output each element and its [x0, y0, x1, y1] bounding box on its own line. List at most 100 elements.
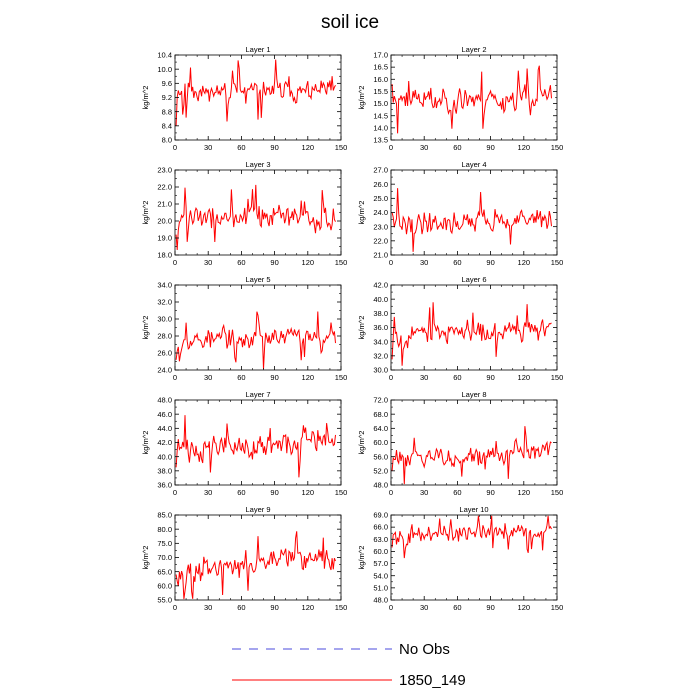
- panel-title: Layer 6: [461, 275, 486, 284]
- x-tick-label: 0: [173, 488, 177, 497]
- y-axis-label: kg/m^2: [141, 316, 150, 340]
- y-tick-label: 60.0: [373, 547, 388, 556]
- series-line-1850-149: [391, 515, 552, 559]
- x-tick-label: 30: [420, 373, 428, 382]
- y-tick-label: 55.0: [157, 596, 172, 605]
- y-tick-label: 10.0: [157, 65, 172, 74]
- x-tick-label: 90: [486, 603, 494, 612]
- y-tick-label: 42.0: [373, 281, 388, 290]
- series-line-1850-149: [175, 184, 336, 251]
- y-axis-label: kg/m^2: [357, 431, 366, 455]
- y-tick-label: 57.0: [373, 559, 388, 568]
- x-tick-label: 90: [270, 603, 278, 612]
- y-tick-label: 80.0: [157, 525, 172, 534]
- x-tick-label: 90: [486, 258, 494, 267]
- y-tick-label: 16.0: [373, 75, 388, 84]
- x-tick-label: 150: [335, 143, 348, 152]
- x-tick-label: 150: [335, 373, 348, 382]
- y-tick-label: 32.0: [157, 298, 172, 307]
- x-tick-label: 120: [518, 603, 531, 612]
- x-tick-label: 0: [389, 373, 393, 382]
- y-tick-label: 54.0: [373, 571, 388, 580]
- x-tick-label: 30: [204, 603, 212, 612]
- x-tick-label: 30: [420, 603, 428, 612]
- y-tick-label: 16.5: [373, 63, 388, 72]
- x-tick-label: 0: [389, 488, 393, 497]
- x-tick-label: 150: [551, 488, 564, 497]
- y-tick-label: 21.0: [373, 251, 388, 260]
- series-line-1850-149: [391, 426, 552, 485]
- panel-title: Layer 4: [461, 160, 486, 169]
- y-axis-label: kg/m^2: [357, 316, 366, 340]
- series-line-1850-149: [175, 415, 336, 478]
- x-tick-label: 60: [453, 603, 461, 612]
- y-tick-label: 15.5: [373, 87, 388, 96]
- y-tick-label: 17.0: [373, 51, 388, 60]
- panel-title: Layer 10: [459, 505, 488, 514]
- legend: No Obs 1850_149: [232, 641, 466, 689]
- x-tick-label: 90: [486, 143, 494, 152]
- y-tick-label: 8.4: [162, 121, 172, 130]
- plot-frame: [390, 169, 558, 256]
- x-tick-label: 0: [173, 603, 177, 612]
- y-tick-label: 28.0: [157, 332, 172, 341]
- legend-label-no-obs: No Obs: [399, 641, 450, 658]
- y-tick-label: 60.0: [373, 438, 388, 447]
- y-tick-label: 38.0: [157, 466, 172, 475]
- plot-frame: [390, 399, 558, 486]
- x-tick-label: 120: [302, 488, 315, 497]
- y-tick-label: 23.0: [373, 222, 388, 231]
- x-tick-label: 120: [518, 488, 531, 497]
- x-tick-label: 60: [453, 143, 461, 152]
- x-tick-label: 90: [270, 143, 278, 152]
- x-tick-label: 0: [173, 143, 177, 152]
- y-tick-label: 14.5: [373, 111, 388, 120]
- y-tick-label: 30.0: [373, 366, 388, 375]
- series-line-1850-149: [175, 531, 336, 600]
- panel-title: Layer 1: [245, 45, 270, 54]
- panel-layer-4: 0 30 60 90 120 150 21.0 22.0 23.0 24.0 25.0 26.0 27.…: [357, 160, 563, 267]
- y-axis-label: kg/m^2: [357, 86, 366, 110]
- x-tick-label: 90: [486, 373, 494, 382]
- y-tick-label: 9.6: [162, 79, 172, 88]
- x-tick-label: 150: [551, 373, 564, 382]
- x-tick-label: 30: [204, 143, 212, 152]
- x-tick-label: 0: [389, 143, 393, 152]
- legend-label-1850-149: 1850_149: [399, 672, 466, 689]
- y-tick-label: 51.0: [373, 583, 388, 592]
- y-tick-label: 13.5: [373, 136, 388, 145]
- y-tick-label: 52.0: [373, 466, 388, 475]
- x-tick-label: 60: [237, 373, 245, 382]
- panel-layer-10: 0 30 60 90 120 150 48.0 51.0 54.0 57.0 60.0 63.0 66.…: [357, 505, 563, 612]
- x-tick-label: 90: [270, 373, 278, 382]
- y-tick-label: 36.0: [373, 323, 388, 332]
- x-tick-label: 120: [518, 258, 531, 267]
- y-tick-label: 24.0: [373, 208, 388, 217]
- y-tick-label: 30.0: [157, 315, 172, 324]
- x-tick-label: 30: [204, 258, 212, 267]
- y-tick-label: 14.0: [373, 123, 388, 132]
- y-tick-label: 70.0: [157, 553, 172, 562]
- panel-grid: 0 30 60 90 120 150 8.0 8.4 8.8 9.2 9.6 10.0 10.4 Laye…: [141, 45, 563, 612]
- x-tick-label: 90: [486, 488, 494, 497]
- panel-title: Layer 8: [461, 390, 486, 399]
- y-tick-label: 56.0: [373, 452, 388, 461]
- y-tick-label: 22.0: [373, 236, 388, 245]
- y-tick-label: 19.0: [157, 234, 172, 243]
- y-tick-label: 15.0: [373, 99, 388, 108]
- series-line-1850-149: [175, 311, 336, 370]
- x-tick-label: 0: [389, 258, 393, 267]
- y-tick-label: 18.0: [157, 251, 172, 260]
- panel-title: Layer 2: [461, 45, 486, 54]
- y-axis-label: kg/m^2: [141, 86, 150, 110]
- panel-title: Layer 7: [245, 390, 270, 399]
- y-tick-label: 26.0: [373, 180, 388, 189]
- panel-layer-2: 0 30 60 90 120 150 13.5 14.0 14.5 15.0 15.5 16.0 16.…: [357, 45, 563, 152]
- y-tick-label: 26.0: [157, 349, 172, 358]
- panel-layer-8: 0 30 60 90 120 150 48.0 52.0 56.0 60.0 64.0 68.0 72.…: [357, 390, 563, 497]
- y-tick-label: 44.0: [157, 424, 172, 433]
- x-tick-label: 60: [237, 603, 245, 612]
- y-tick-label: 64.0: [373, 424, 388, 433]
- y-axis-label: kg/m^2: [141, 201, 150, 225]
